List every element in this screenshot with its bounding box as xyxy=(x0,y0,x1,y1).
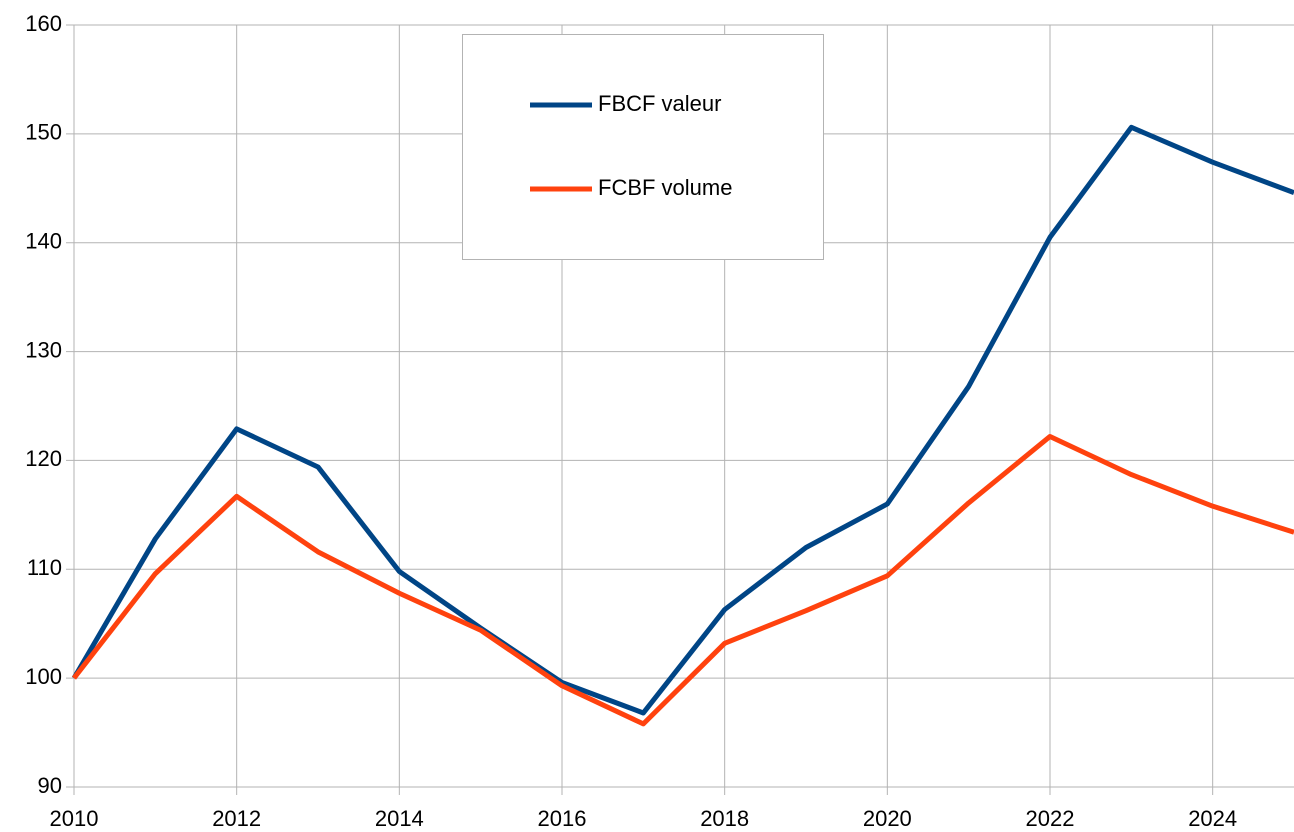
y-tick-label: 130 xyxy=(25,337,62,362)
x-tick-label: 2018 xyxy=(700,806,749,831)
legend-label: FCBF volume xyxy=(598,175,732,200)
x-tick-label: 2014 xyxy=(375,806,424,831)
y-tick-label: 150 xyxy=(25,120,62,145)
y-tick-label: 110 xyxy=(27,555,62,580)
y-tick-label: 120 xyxy=(25,446,62,471)
x-tick-label: 2010 xyxy=(50,806,99,831)
legend-label: FBCF valeur xyxy=(598,91,721,116)
y-tick-label: 100 xyxy=(25,664,62,689)
x-tick-label: 2022 xyxy=(1026,806,1075,831)
x-tick-label: 2024 xyxy=(1188,806,1237,831)
x-tick-label: 2012 xyxy=(212,806,261,831)
y-tick-label: 160 xyxy=(25,11,62,36)
legend-box xyxy=(462,34,824,260)
y-tick-label: 140 xyxy=(25,229,62,254)
y-tick-label: 90 xyxy=(38,773,62,798)
x-tick-label: 2016 xyxy=(538,806,587,831)
x-tick-label: 2020 xyxy=(863,806,912,831)
line-series xyxy=(72,433,1294,727)
line-series xyxy=(71,124,1294,716)
